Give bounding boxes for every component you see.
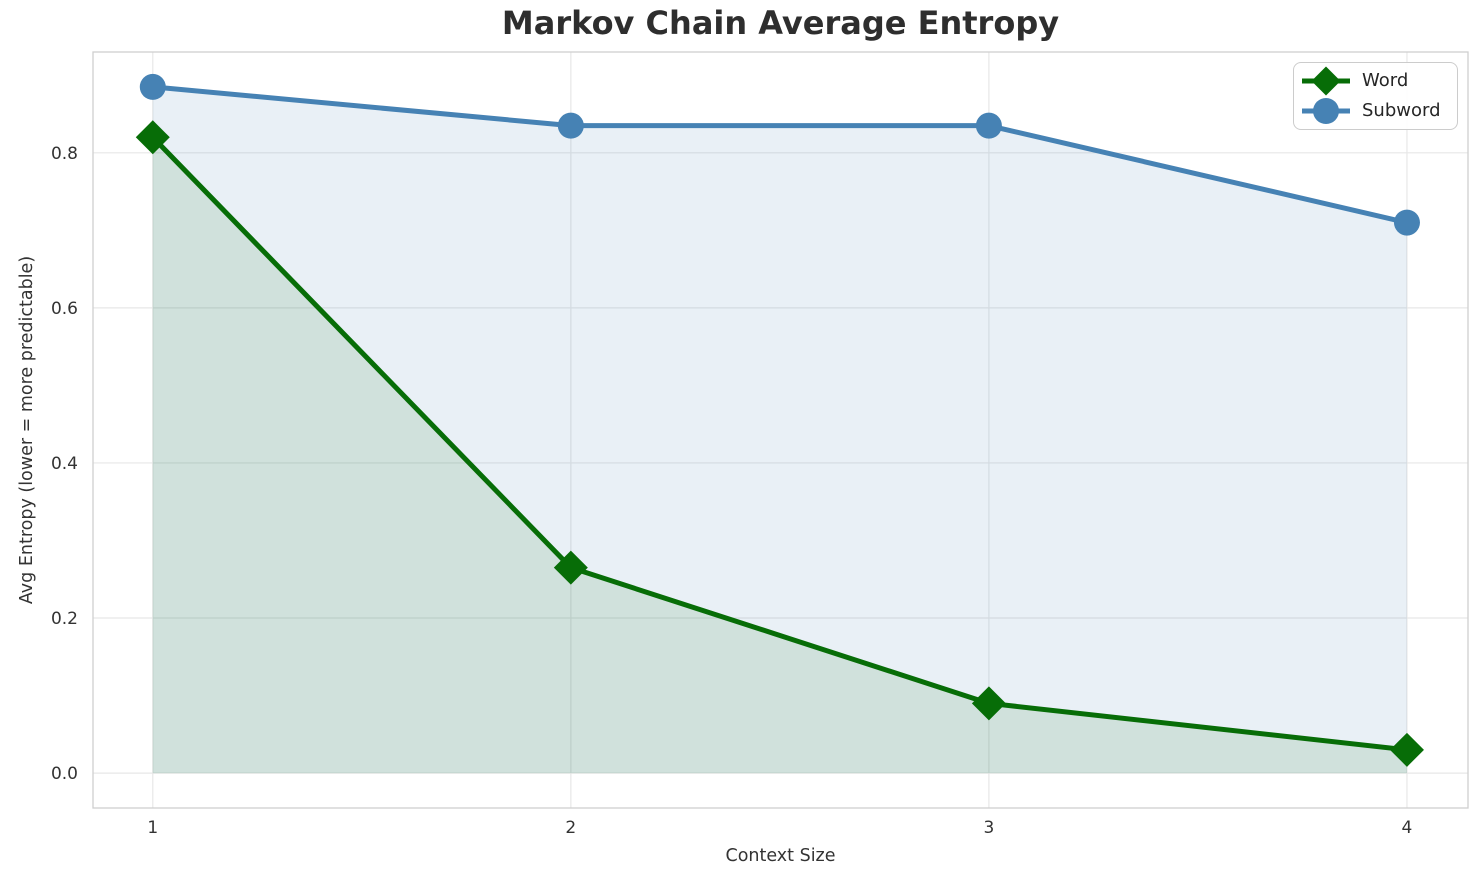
x-axis-label: Context Size [725, 846, 836, 866]
word-series-swatch-icon [1302, 66, 1350, 96]
gridlines [93, 52, 1468, 808]
legend-item-word: Word [1299, 66, 1457, 96]
y-tick-label: 0.2 [51, 609, 78, 629]
subword-series-swatch-icon [1302, 98, 1350, 124]
legend-label: Subword [1362, 100, 1441, 121]
series-subword-area [152, 86, 1407, 774]
legend-item-subword: Subword [1299, 96, 1457, 126]
y-tick-label: 0.4 [51, 454, 78, 474]
series-word-line [150, 134, 1410, 753]
y-tick-label: 0.0 [51, 764, 78, 784]
y-tick-label: 0.6 [51, 299, 78, 319]
plot-border [92, 51, 1469, 809]
legend-label: Word [1362, 70, 1409, 91]
x-tick-label: 2 [565, 818, 576, 838]
tick-labels: 0.0 0.2 0.4 0.6 0.8 1 2 3 4 [51, 144, 1412, 838]
legend: Word Subword [1293, 62, 1458, 130]
x-tick-label: 1 [147, 818, 158, 838]
series-word-markers [135, 120, 1424, 767]
x-tick-label: 4 [1402, 818, 1413, 838]
series-word-area [152, 137, 1407, 774]
y-axis-label: Avg Entropy (lower = more predictable) [17, 255, 37, 605]
chart-title: Markov Chain Average Entropy [501, 4, 1060, 42]
series-subword-line [150, 84, 1410, 226]
x-tick-label: 3 [983, 818, 994, 838]
series-subword-markers [139, 73, 1420, 236]
y-tick-label: 0.8 [51, 144, 78, 164]
